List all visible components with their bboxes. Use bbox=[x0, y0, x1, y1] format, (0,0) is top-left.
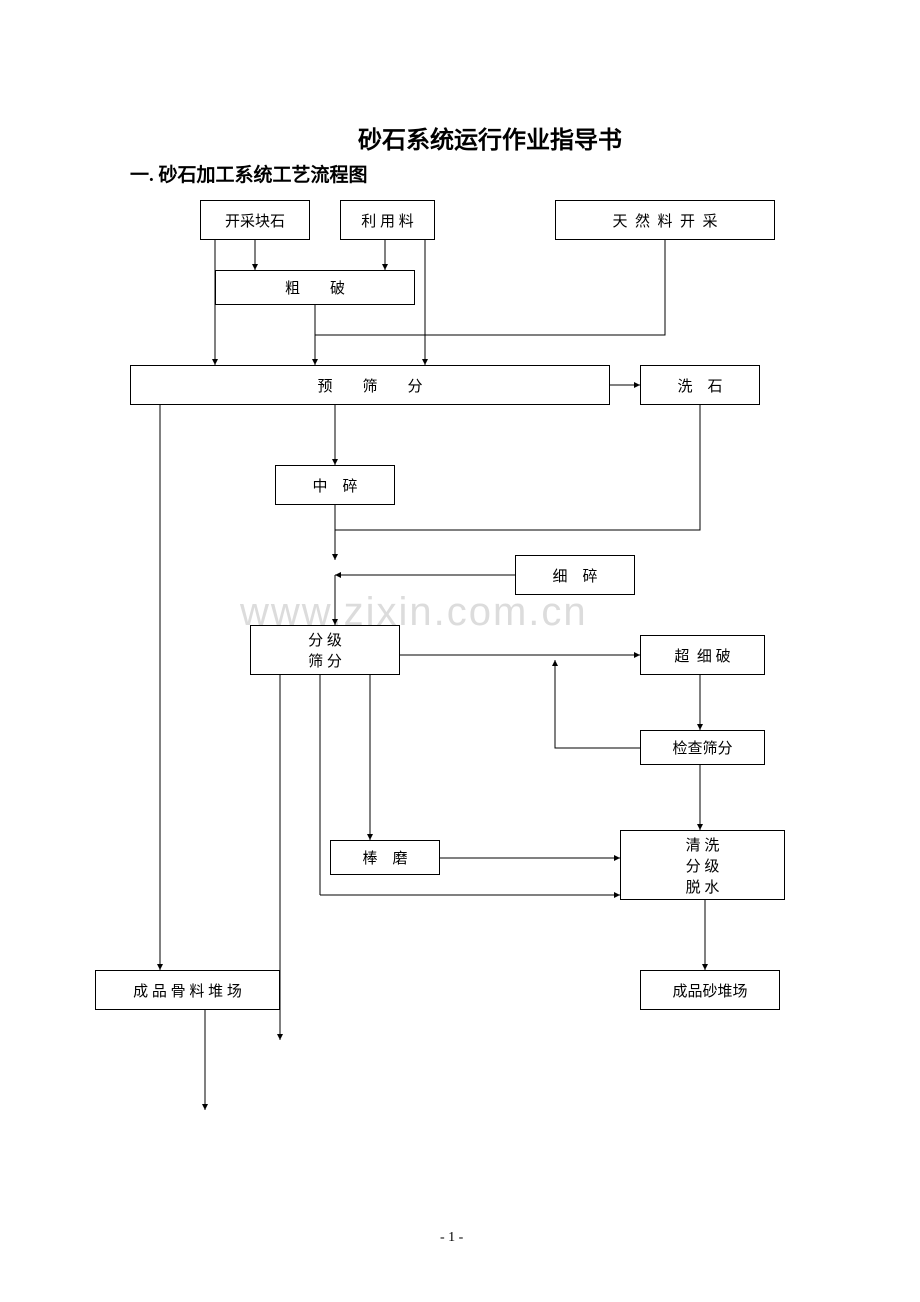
flowchart-node: 超 细 破 bbox=[640, 635, 765, 675]
page-number: - 1 - bbox=[440, 1230, 463, 1246]
flowchart-edges bbox=[0, 0, 920, 1302]
flowchart-node: 检查筛分 bbox=[640, 730, 765, 765]
flowchart-node: 天 然 料 开 采 bbox=[555, 200, 775, 240]
flowchart-node: 细 碎 bbox=[515, 555, 635, 595]
flowchart-node: 粗 破 bbox=[215, 270, 415, 305]
flowchart-node: 清 洗分 级脱 水 bbox=[620, 830, 785, 900]
flowchart-node: 洗 石 bbox=[640, 365, 760, 405]
flowchart-node: 中 碎 bbox=[275, 465, 395, 505]
flowchart-node: 利 用 料 bbox=[340, 200, 435, 240]
flowchart-node: 开采块石 bbox=[200, 200, 310, 240]
flowchart-node: 成品砂堆场 bbox=[640, 970, 780, 1010]
flowchart-edge bbox=[555, 660, 640, 748]
document-title: 砂石系统运行作业指导书 bbox=[300, 120, 680, 155]
flowchart-node: 成 品 骨 料 堆 场 bbox=[95, 970, 280, 1010]
flowchart-node: 分 级筛 分 bbox=[250, 625, 400, 675]
flowchart-node: 预 筛 分 bbox=[130, 365, 610, 405]
section-heading: 一. 砂石加工系统工艺流程图 bbox=[130, 160, 368, 187]
flowchart-node: 棒 磨 bbox=[330, 840, 440, 875]
